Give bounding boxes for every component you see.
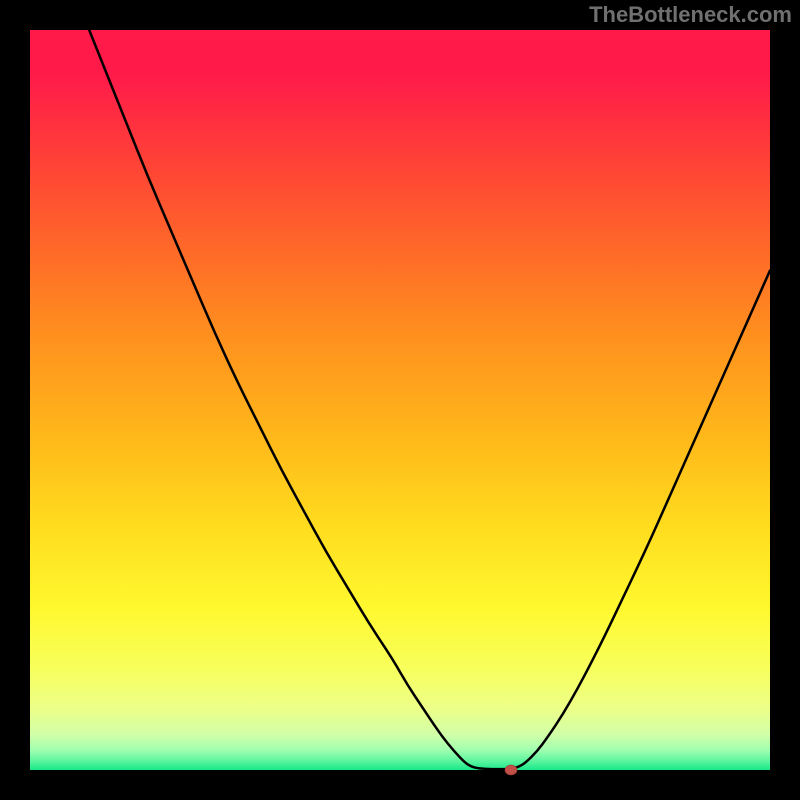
chart-container: TheBottleneck.com — [0, 0, 800, 800]
bottleneck-chart — [0, 0, 800, 800]
minimum-marker — [505, 765, 517, 775]
plot-background — [30, 30, 770, 770]
watermark-text: TheBottleneck.com — [589, 2, 792, 28]
